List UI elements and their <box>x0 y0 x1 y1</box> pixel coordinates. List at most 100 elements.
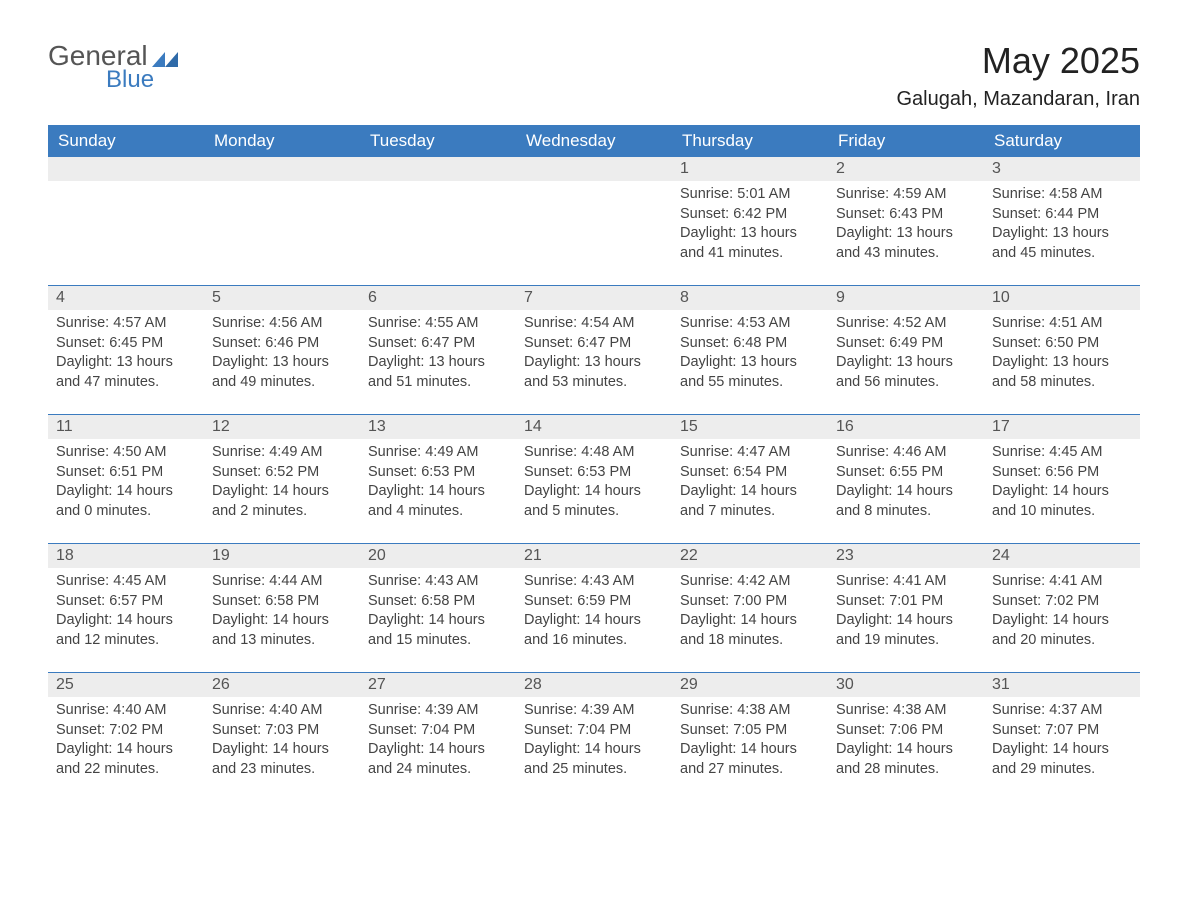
calendar-cell: 22Sunrise: 4:42 AMSunset: 7:00 PMDayligh… <box>672 544 828 672</box>
cell-body: Sunrise: 4:40 AMSunset: 7:02 PMDaylight:… <box>48 697 204 787</box>
calendar-cell: 4Sunrise: 4:57 AMSunset: 6:45 PMDaylight… <box>48 286 204 414</box>
calendar-cell: 5Sunrise: 4:56 AMSunset: 6:46 PMDaylight… <box>204 286 360 414</box>
calendar-cell-blank <box>48 157 204 285</box>
daylight-line: Daylight: 14 hours and 13 minutes. <box>212 611 352 650</box>
calendar-cell: 29Sunrise: 4:38 AMSunset: 7:05 PMDayligh… <box>672 673 828 801</box>
daylight-line: Daylight: 14 hours and 28 minutes. <box>836 740 976 779</box>
daylight-line: Daylight: 14 hours and 4 minutes. <box>368 482 508 521</box>
sunrise-line: Sunrise: 4:51 AM <box>992 314 1132 334</box>
day-number: 2 <box>828 157 984 181</box>
day-number: 7 <box>516 286 672 310</box>
sunset-line: Sunset: 7:04 PM <box>524 721 664 741</box>
cell-body: Sunrise: 4:40 AMSunset: 7:03 PMDaylight:… <box>204 697 360 787</box>
sunrise-line: Sunrise: 4:52 AM <box>836 314 976 334</box>
day-number <box>48 157 204 181</box>
sunrise-line: Sunrise: 4:43 AM <box>524 572 664 592</box>
sunrise-line: Sunrise: 4:41 AM <box>836 572 976 592</box>
day-number: 3 <box>984 157 1140 181</box>
daylight-line: Daylight: 13 hours and 53 minutes. <box>524 353 664 392</box>
sunrise-line: Sunrise: 5:01 AM <box>680 185 820 205</box>
cell-body: Sunrise: 4:46 AMSunset: 6:55 PMDaylight:… <box>828 439 984 529</box>
calendar-cell: 14Sunrise: 4:48 AMSunset: 6:53 PMDayligh… <box>516 415 672 543</box>
day-header: Tuesday <box>360 125 516 157</box>
day-number: 10 <box>984 286 1140 310</box>
sunrise-line: Sunrise: 4:45 AM <box>992 443 1132 463</box>
calendar-cell: 7Sunrise: 4:54 AMSunset: 6:47 PMDaylight… <box>516 286 672 414</box>
sunrise-line: Sunrise: 4:46 AM <box>836 443 976 463</box>
calendar-cell: 10Sunrise: 4:51 AMSunset: 6:50 PMDayligh… <box>984 286 1140 414</box>
calendar-cell: 25Sunrise: 4:40 AMSunset: 7:02 PMDayligh… <box>48 673 204 801</box>
sunrise-line: Sunrise: 4:37 AM <box>992 701 1132 721</box>
title-block: May 2025 Galugah, Mazandaran, Iran <box>897 40 1141 111</box>
cell-body: Sunrise: 4:48 AMSunset: 6:53 PMDaylight:… <box>516 439 672 529</box>
calendar: SundayMondayTuesdayWednesdayThursdayFrid… <box>48 125 1140 801</box>
sunrise-line: Sunrise: 4:45 AM <box>56 572 196 592</box>
cell-body: Sunrise: 4:52 AMSunset: 6:49 PMDaylight:… <box>828 310 984 400</box>
sunset-line: Sunset: 6:51 PM <box>56 463 196 483</box>
calendar-cell: 2Sunrise: 4:59 AMSunset: 6:43 PMDaylight… <box>828 157 984 285</box>
header: General Blue May 2025 Galugah, Mazandara… <box>48 40 1140 111</box>
daylight-line: Daylight: 14 hours and 19 minutes. <box>836 611 976 650</box>
daylight-line: Daylight: 14 hours and 23 minutes. <box>212 740 352 779</box>
day-header: Monday <box>204 125 360 157</box>
sunset-line: Sunset: 6:49 PM <box>836 334 976 354</box>
sunset-line: Sunset: 6:55 PM <box>836 463 976 483</box>
day-number <box>204 157 360 181</box>
location: Galugah, Mazandaran, Iran <box>897 88 1141 111</box>
calendar-cell: 23Sunrise: 4:41 AMSunset: 7:01 PMDayligh… <box>828 544 984 672</box>
day-header-row: SundayMondayTuesdayWednesdayThursdayFrid… <box>48 125 1140 157</box>
cell-body: Sunrise: 4:58 AMSunset: 6:44 PMDaylight:… <box>984 181 1140 271</box>
cell-body <box>516 181 672 193</box>
sunset-line: Sunset: 7:00 PM <box>680 592 820 612</box>
daylight-line: Daylight: 13 hours and 56 minutes. <box>836 353 976 392</box>
sunset-line: Sunset: 7:07 PM <box>992 721 1132 741</box>
week-row: 18 Sunrise: 4:45 AMSunset: 6:57 PM Dayligh… <box>48 543 1140 672</box>
sunrise-line: Sunrise: 4:41 AM <box>992 572 1132 592</box>
calendar-cell: 12Sunrise: 4:49 AMSunset: 6:52 PMDayligh… <box>204 415 360 543</box>
sunset-line: Sunset: 6:42 PM <box>680 205 820 225</box>
day-header: Sunday <box>48 125 204 157</box>
sunset-line: Sunset: 6:45 PM <box>56 334 196 354</box>
daylight-line: Daylight: 13 hours and 58 minutes. <box>992 353 1132 392</box>
calendar-cell: 31Sunrise: 4:37 AMSunset: 7:07 PMDayligh… <box>984 673 1140 801</box>
cell-body: Sunrise: 4:44 AMSunset: 6:58 PMDaylight:… <box>204 568 360 658</box>
calendar-cell: 16Sunrise: 4:46 AMSunset: 6:55 PMDayligh… <box>828 415 984 543</box>
cell-body: Sunrise: 4:51 AMSunset: 6:50 PMDaylight:… <box>984 310 1140 400</box>
calendar-cell: 20Sunrise: 4:43 AMSunset: 6:58 PMDayligh… <box>360 544 516 672</box>
sunrise-line: Sunrise: 4:54 AM <box>524 314 664 334</box>
sunset-line: Sunset: 6:58 PM <box>368 592 508 612</box>
day-number: 28 <box>516 673 672 697</box>
sunset-line: Sunset: 7:06 PM <box>836 721 976 741</box>
cell-body: Sunrise: 4:55 AMSunset: 6:47 PMDaylight:… <box>360 310 516 400</box>
day-number: 18 <box>48 544 204 568</box>
calendar-cell: 11Sunrise: 4:50 AMSunset: 6:51 PMDayligh… <box>48 415 204 543</box>
daylight-line: Daylight: 14 hours and 18 minutes. <box>680 611 820 650</box>
sunrise-line: Sunrise: 4:48 AM <box>524 443 664 463</box>
day-number: 24 <box>984 544 1140 568</box>
daylight-line: Daylight: 14 hours and 24 minutes. <box>368 740 508 779</box>
calendar-cell: 24Sunrise: 4:41 AMSunset: 7:02 PMDayligh… <box>984 544 1140 672</box>
sunrise-line: Sunrise: 4:58 AM <box>992 185 1132 205</box>
cell-body <box>48 181 204 193</box>
sunset-line: Sunset: 7:05 PM <box>680 721 820 741</box>
daylight-line: Daylight: 13 hours and 47 minutes. <box>56 353 196 392</box>
cell-body: Sunrise: 4:50 AMSunset: 6:51 PMDaylight:… <box>48 439 204 529</box>
sunrise-line: Sunrise: 4:38 AM <box>680 701 820 721</box>
week-row: 4Sunrise: 4:57 AMSunset: 6:45 PMDaylight… <box>48 285 1140 414</box>
daylight-line: Daylight: 13 hours and 41 minutes. <box>680 224 820 263</box>
cell-body: Sunrise: 4:43 AMSunset: 6:59 PMDaylight:… <box>516 568 672 658</box>
calendar-cell-blank <box>360 157 516 285</box>
sunset-line: Sunset: 6:57 PM <box>56 592 196 612</box>
cell-body: Sunrise: 4:49 AMSunset: 6:52 PMDaylight:… <box>204 439 360 529</box>
cell-body: Sunrise: 4:59 AMSunset: 6:43 PMDaylight:… <box>828 181 984 271</box>
daylight-line: Daylight: 14 hours and 0 minutes. <box>56 482 196 521</box>
weeks-container: 1Sunrise: 5:01 AMSunset: 6:42 PMDaylight… <box>48 157 1140 801</box>
sunset-line: Sunset: 7:01 PM <box>836 592 976 612</box>
day-number: 26 <box>204 673 360 697</box>
calendar-cell: 1Sunrise: 5:01 AMSunset: 6:42 PMDaylight… <box>672 157 828 285</box>
cell-body <box>360 181 516 193</box>
daylight-line: Daylight: 13 hours and 45 minutes. <box>992 224 1132 263</box>
calendar-cell: 8Sunrise: 4:53 AMSunset: 6:48 PMDaylight… <box>672 286 828 414</box>
daylight-line: Daylight: 14 hours and 27 minutes. <box>680 740 820 779</box>
day-number: 31 <box>984 673 1140 697</box>
